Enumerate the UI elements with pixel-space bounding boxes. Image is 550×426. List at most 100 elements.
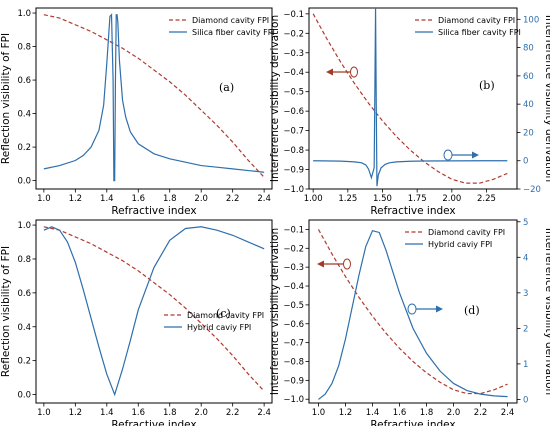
y-tick-label: −0.9 [283, 166, 304, 176]
y-tick-label: 1.0 [17, 221, 31, 231]
legend-label: Silica fiber cavity FPI [192, 28, 275, 37]
y-tick-label: −0.4 [283, 282, 304, 292]
annotation-ellipse [343, 258, 351, 270]
x-tick-label: 2.2 [474, 408, 488, 418]
series-line-diamond [43, 226, 265, 392]
x-tick-label: 1.8 [163, 408, 177, 418]
x-tick-label: 1.6 [132, 408, 146, 418]
y-tick-label: 0.6 [17, 289, 31, 299]
y-tick-label: −0.6 [283, 107, 304, 117]
annotation-ellipse [350, 66, 358, 78]
x-tick-label: 2.4 [501, 408, 515, 418]
arrowhead-right [472, 151, 479, 159]
legend-label: Hybrid caviy FPI [428, 240, 492, 249]
y-right-tick-label: 20 [523, 128, 534, 138]
x-tick-label: 2.0 [194, 408, 208, 418]
x-tick-label: 1.00 [304, 194, 323, 204]
y-right-axis-title: Interference visibility derivation [543, 228, 550, 395]
x-tick-label: 1.6 [132, 194, 146, 204]
y-tick-label: 0.8 [17, 255, 31, 265]
annotation-ellipse [443, 149, 453, 161]
series-line-blue [43, 13, 265, 182]
y-tick-label: −0.3 [283, 263, 304, 273]
y-tick-label: 0.4 [17, 110, 31, 120]
x-tick-label: 1.2 [339, 408, 353, 418]
series-line-blue [318, 229, 508, 400]
x-tick-label: 1.4 [366, 408, 380, 418]
y-tick-label: −0.8 [283, 357, 304, 367]
y-tick-label: 0.2 [17, 143, 31, 153]
x-tick-label: 1.2 [69, 408, 83, 418]
chart-panel-a: 1.0 1.2 1.4 1.6 1.8 2.0 2.2 2.4 0.0 0.2 0.4 0.6 0.8 1… [0, 7, 275, 217]
x-tick-label: 1.0 [37, 408, 51, 418]
y-tick-label: 0.4 [17, 323, 31, 333]
y-tick-label: −0.9 [283, 376, 304, 386]
y-axis-title: Reflection visibility of FPI [0, 33, 12, 164]
y-right-tick-label: 80 [523, 44, 534, 54]
y-tick-label: −0.1 [283, 10, 304, 20]
y-axis-title: Reflection visibility of FPI [0, 246, 12, 377]
y-tick-label: 0.0 [17, 391, 31, 401]
y-tick-label: −0.2 [283, 29, 304, 39]
x-tick-label: 2.2 [226, 194, 240, 204]
legend-label: Silica fiber cavity FPI [438, 28, 521, 37]
y-right-tick-label: 40 [523, 100, 534, 110]
x-tick-label: 1.0 [312, 408, 326, 418]
y-tick-label: 0.0 [17, 177, 31, 187]
y-tick-label: 0.8 [17, 43, 31, 53]
legend-label: Diamond cavity FPI [438, 16, 515, 25]
y-tick-label: −0.7 [283, 127, 304, 137]
y-tick-label: −0.6 [283, 320, 304, 330]
x-tick-label: 2.0 [194, 194, 208, 204]
plot-frame [35, 219, 273, 404]
y-right-tick-label: 0 [523, 157, 528, 167]
plot-frame [308, 7, 518, 190]
y-right-tick-label: 100 [523, 15, 539, 25]
x-tick-label: 1.25 [338, 194, 357, 204]
x-tick-label: 1.50 [373, 194, 392, 204]
y-tick-label: −0.4 [283, 68, 304, 78]
x-tick-label: 2.0 [447, 408, 461, 418]
y-axis-title: Interference visibility derivation [269, 15, 281, 182]
y-right-tick-label: −20 [523, 185, 541, 195]
x-tick-label: 1.6 [393, 408, 407, 418]
x-tick-label: 2.4 [257, 408, 271, 418]
y-tick-label: −1.0 [283, 185, 304, 195]
y-right-tick-label: 0 [523, 395, 528, 405]
y-right-tick-label: 5 [523, 218, 528, 228]
chart-panel-b: 1.00 1.25 1.50 1.75 2.00 2.25 −1.0 −0.9 −0.8 −0.7… [269, 7, 550, 217]
y-right-tick-label: 3 [523, 289, 528, 299]
x-tick-label: 1.4 [100, 194, 114, 204]
y-tick-label: 0.6 [17, 76, 31, 86]
x-tick-label: 2.4 [257, 194, 271, 204]
x-tick-label: 1.8 [163, 194, 177, 204]
y-tick-label: −0.2 [283, 244, 304, 254]
y-right-tick-label: 2 [523, 324, 528, 334]
arrowhead-left [317, 260, 324, 268]
panel-label: (a) [219, 81, 234, 94]
legend-label: Diamond cavity FPI [192, 16, 269, 25]
series-line-diamond [43, 14, 265, 178]
panel-label: (b) [479, 79, 495, 92]
annotation-ellipse [407, 303, 417, 315]
y-right-tick-label: 1 [523, 360, 528, 370]
y-tick-label: −0.3 [283, 49, 304, 59]
x-axis-title: Refractive index [370, 205, 455, 217]
arrowhead-right [436, 305, 443, 313]
x-tick-label: 1.0 [37, 194, 51, 204]
y-tick-label: −0.1 [283, 225, 304, 235]
x-axis-title: Refractive index [111, 419, 196, 426]
x-axis-title: Refractive index [370, 419, 455, 426]
x-tick-label: 1.75 [408, 194, 427, 204]
y-tick-label: −0.7 [283, 339, 304, 349]
arrowhead-left [326, 68, 333, 76]
series-line-blue [313, 8, 508, 187]
legend-label: Diamond cavity FPI [428, 228, 505, 237]
plot-frame [35, 7, 273, 190]
x-tick-label: 2.25 [477, 194, 496, 204]
y-right-axis-title: Interference visibility derivation [543, 15, 550, 182]
panel-label: (c) [216, 307, 231, 320]
y-tick-label: 0.2 [17, 357, 31, 367]
y-tick-label: −1.0 [283, 395, 304, 405]
